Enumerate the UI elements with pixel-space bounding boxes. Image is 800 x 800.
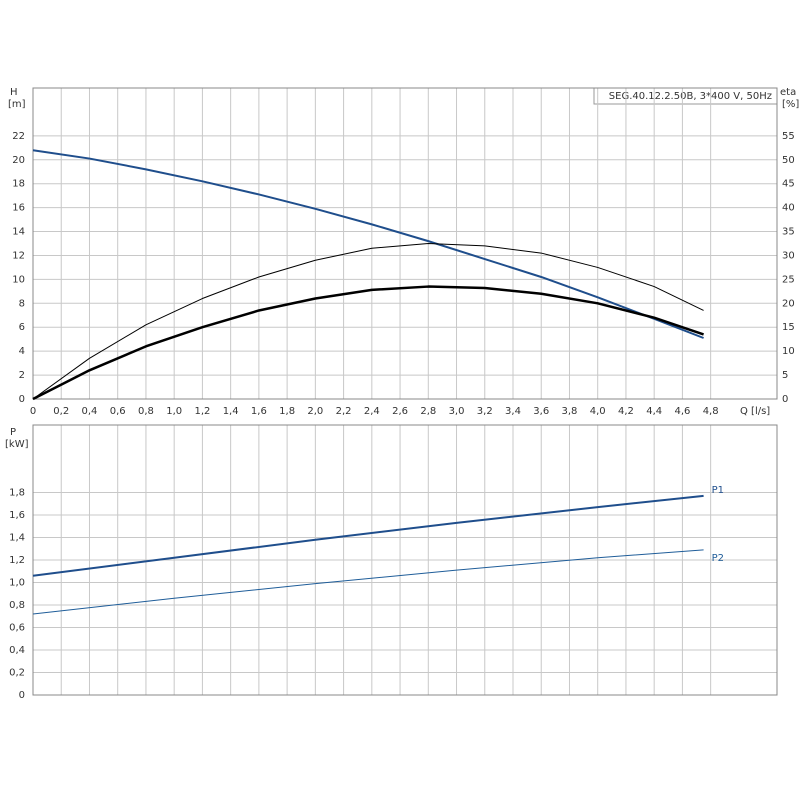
x-tick-label: 0,8 bbox=[138, 406, 154, 417]
y2-tick-label: 5 bbox=[782, 370, 788, 381]
x-tick-label: 4,4 bbox=[646, 406, 662, 417]
y2-tick-label: 40 bbox=[782, 203, 795, 214]
x-axis-label: Q [l/s] bbox=[740, 406, 770, 417]
y2-tick-label: 0 bbox=[782, 394, 788, 405]
y2-tick-label: 10 bbox=[782, 346, 795, 357]
data-line bbox=[32, 549, 704, 615]
y-tick-label: 1,2 bbox=[9, 555, 25, 566]
y2-tick-label: 50 bbox=[782, 155, 795, 166]
x-tick-label: 1,4 bbox=[223, 406, 239, 417]
y2-tick-label: 45 bbox=[782, 179, 795, 190]
y-axis-label: P bbox=[10, 427, 16, 438]
x-tick-label: 0,6 bbox=[110, 406, 126, 417]
x-tick-label: 1,8 bbox=[279, 406, 295, 417]
y-axis-unit: [kW] bbox=[5, 439, 29, 450]
y2-axis-label: eta bbox=[780, 87, 796, 98]
y-tick-label: 6 bbox=[19, 322, 25, 333]
series-label: P1 bbox=[712, 485, 724, 496]
y-tick-label: 18 bbox=[12, 179, 25, 190]
y-tick-label: 0,6 bbox=[9, 623, 25, 634]
y-tick-label: 0,4 bbox=[9, 645, 25, 656]
x-tick-label: 2,0 bbox=[307, 406, 323, 417]
x-tick-label: 3,6 bbox=[533, 406, 549, 417]
y-tick-label: 0 bbox=[19, 394, 25, 405]
series-label: P2 bbox=[712, 553, 724, 564]
y-axis-label: H bbox=[10, 87, 18, 98]
y-tick-label: 1,6 bbox=[9, 510, 25, 521]
y-tick-label: 20 bbox=[12, 155, 25, 166]
data-line bbox=[32, 243, 704, 400]
x-tick-label: 1,0 bbox=[166, 406, 182, 417]
y2-tick-label: 20 bbox=[782, 298, 795, 309]
y-tick-label: 1,0 bbox=[9, 578, 25, 589]
y-tick-label: 14 bbox=[12, 227, 25, 238]
x-tick-label: 3,4 bbox=[505, 406, 521, 417]
y-tick-label: 4 bbox=[19, 346, 25, 357]
x-tick-label: 1,2 bbox=[194, 406, 210, 417]
y2-tick-label: 35 bbox=[782, 227, 795, 238]
y-tick-label: 8 bbox=[19, 298, 25, 309]
data-line bbox=[32, 149, 704, 339]
chart-title: SEG.40.12.2.50B, 3*400 V, 50Hz bbox=[609, 91, 772, 102]
y-tick-label: 1,8 bbox=[9, 488, 25, 499]
y-tick-label: 22 bbox=[12, 131, 25, 142]
y-tick-label: 12 bbox=[12, 250, 25, 261]
y-tick-label: 16 bbox=[12, 203, 25, 214]
y2-tick-label: 55 bbox=[782, 131, 795, 142]
y2-axis-unit: [%] bbox=[782, 99, 799, 110]
x-tick-label: 2,6 bbox=[392, 406, 408, 417]
x-tick-label: 0,2 bbox=[53, 406, 69, 417]
plot-frame bbox=[32, 87, 778, 400]
x-tick-label: 4,6 bbox=[674, 406, 690, 417]
y-tick-label: 10 bbox=[12, 274, 25, 285]
x-tick-label: 4,2 bbox=[618, 406, 634, 417]
y2-tick-label: 25 bbox=[782, 274, 795, 285]
x-tick-label: 4,0 bbox=[590, 406, 606, 417]
y-tick-label: 1,4 bbox=[9, 533, 25, 544]
y-tick-label: 0,2 bbox=[9, 668, 25, 679]
x-tick-label: 2,4 bbox=[364, 406, 380, 417]
x-tick-label: 0,4 bbox=[82, 406, 98, 417]
y-axis-unit: [m] bbox=[8, 99, 26, 110]
data-line bbox=[32, 285, 704, 401]
x-tick-label: 3,0 bbox=[449, 406, 465, 417]
data-line bbox=[32, 494, 704, 577]
x-tick-label: 0 bbox=[30, 406, 36, 417]
x-tick-label: 2,8 bbox=[420, 406, 436, 417]
y2-tick-label: 15 bbox=[782, 322, 795, 333]
x-tick-label: 2,2 bbox=[336, 406, 352, 417]
plot-frame bbox=[32, 424, 778, 696]
x-tick-label: 4,8 bbox=[703, 406, 719, 417]
x-tick-label: 3,2 bbox=[477, 406, 493, 417]
x-tick-label: 3,8 bbox=[562, 406, 578, 417]
y2-tick-label: 30 bbox=[782, 250, 795, 261]
y-tick-label: 0,8 bbox=[9, 600, 25, 611]
y-tick-label: 2 bbox=[19, 370, 25, 381]
x-tick-label: 1,6 bbox=[251, 406, 267, 417]
y-tick-label: 0 bbox=[19, 690, 25, 701]
